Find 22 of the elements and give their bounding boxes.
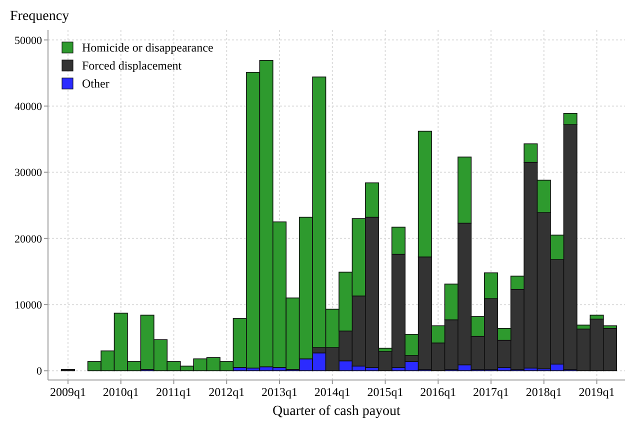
y-tick-label: 40000: [14, 100, 42, 113]
y-tick-label: 30000: [14, 167, 42, 180]
x-tick-label: 2010q1: [102, 385, 139, 399]
x-tick-label: 2018q1: [526, 385, 562, 399]
x-tick-label: 2015q1: [367, 385, 404, 399]
y-tick-label: 50000: [14, 34, 42, 47]
x-tick-label: 2016q1: [420, 385, 456, 399]
y-axis-title: Frequency: [10, 9, 70, 24]
x-tick-label: 2014q1: [314, 385, 350, 399]
x-tick-label: 2011q1: [156, 385, 192, 399]
x-tick-label: 2012q1: [208, 385, 245, 399]
x-axis-title: Quarter of cash payout: [272, 404, 401, 419]
y-tick-label: 20000: [14, 233, 42, 246]
legend-label: Other: [82, 76, 110, 90]
x-tick-label: 2009q1: [50, 385, 86, 399]
legend-label: Forced displacement: [82, 58, 182, 72]
x-tick-label: 2019q1: [578, 385, 615, 399]
x-tick-label: 2017q1: [473, 385, 510, 399]
y-tick-label: 0: [36, 366, 42, 378]
legend-label: Homicide or disappearance: [82, 40, 214, 54]
y-tick-label: 10000: [14, 299, 42, 312]
x-tick-label: 2013q1: [262, 385, 298, 399]
